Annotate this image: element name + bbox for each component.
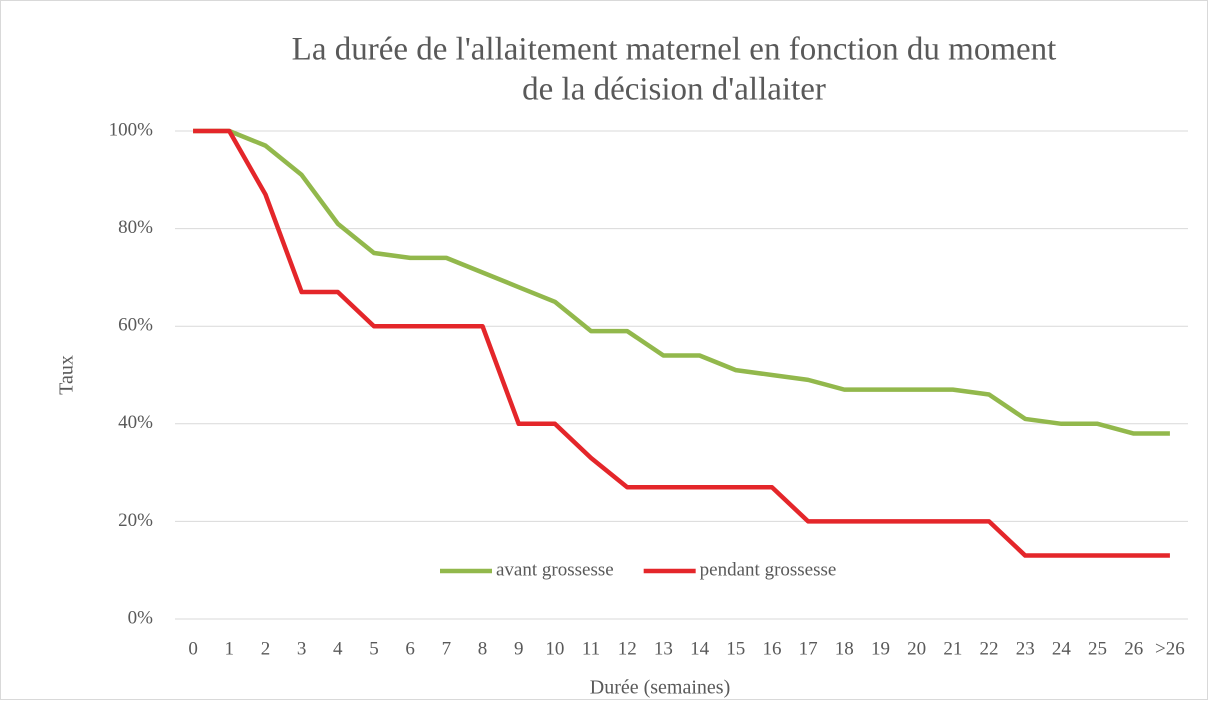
chart-title: La durée de l'allaitement maternel en fo… xyxy=(292,32,1057,68)
series-line xyxy=(193,128,1170,558)
y-tick-label: 80% xyxy=(118,217,153,238)
x-tick-label: 4 xyxy=(333,638,343,659)
x-tick-label: 5 xyxy=(369,638,379,659)
legend-label: avant grossesse xyxy=(496,559,614,580)
x-tick-label: 15 xyxy=(726,638,745,659)
x-tick-label: 20 xyxy=(907,638,926,659)
x-tick-label: 0 xyxy=(188,638,198,659)
x-tick-label: 24 xyxy=(1052,638,1072,659)
y-tick-label: 100% xyxy=(109,119,154,140)
x-tick-label: 22 xyxy=(980,638,999,659)
y-tick-label: 20% xyxy=(118,510,153,531)
x-tick-label: 11 xyxy=(582,638,600,659)
series-line xyxy=(193,128,1170,436)
y-tick-label: 40% xyxy=(118,412,153,433)
x-tick-label: 25 xyxy=(1088,638,1107,659)
legend-label: pendant grossesse xyxy=(700,559,837,580)
x-tick-label: 16 xyxy=(762,638,781,659)
x-tick-label: 9 xyxy=(514,638,524,659)
x-tick-label: 26 xyxy=(1124,638,1143,659)
x-tick-label: 14 xyxy=(690,638,710,659)
x-tick-label: 7 xyxy=(442,638,452,659)
x-tick-label: 2 xyxy=(261,638,271,659)
x-tick-label: 19 xyxy=(871,638,890,659)
x-tick-label: 21 xyxy=(943,638,962,659)
x-tick-label: 13 xyxy=(654,638,673,659)
y-tick-label: 0% xyxy=(128,607,154,628)
chart-title: de la décision d'allaiter xyxy=(522,72,826,108)
x-tick-label: 1 xyxy=(225,638,235,659)
x-tick-label: >26 xyxy=(1155,638,1185,659)
x-axis-title: Durée (semaines) xyxy=(590,677,731,699)
x-tick-label: 3 xyxy=(297,638,307,659)
x-tick-label: 6 xyxy=(405,638,415,659)
x-tick-label: 8 xyxy=(478,638,488,659)
x-tick-label: 23 xyxy=(1016,638,1035,659)
x-tick-label: 18 xyxy=(835,638,854,659)
y-axis-title: Taux xyxy=(56,355,78,395)
x-tick-label: 12 xyxy=(618,638,637,659)
x-tick-label: 17 xyxy=(799,638,818,659)
x-tick-label: 10 xyxy=(545,638,564,659)
y-tick-label: 60% xyxy=(118,315,153,336)
